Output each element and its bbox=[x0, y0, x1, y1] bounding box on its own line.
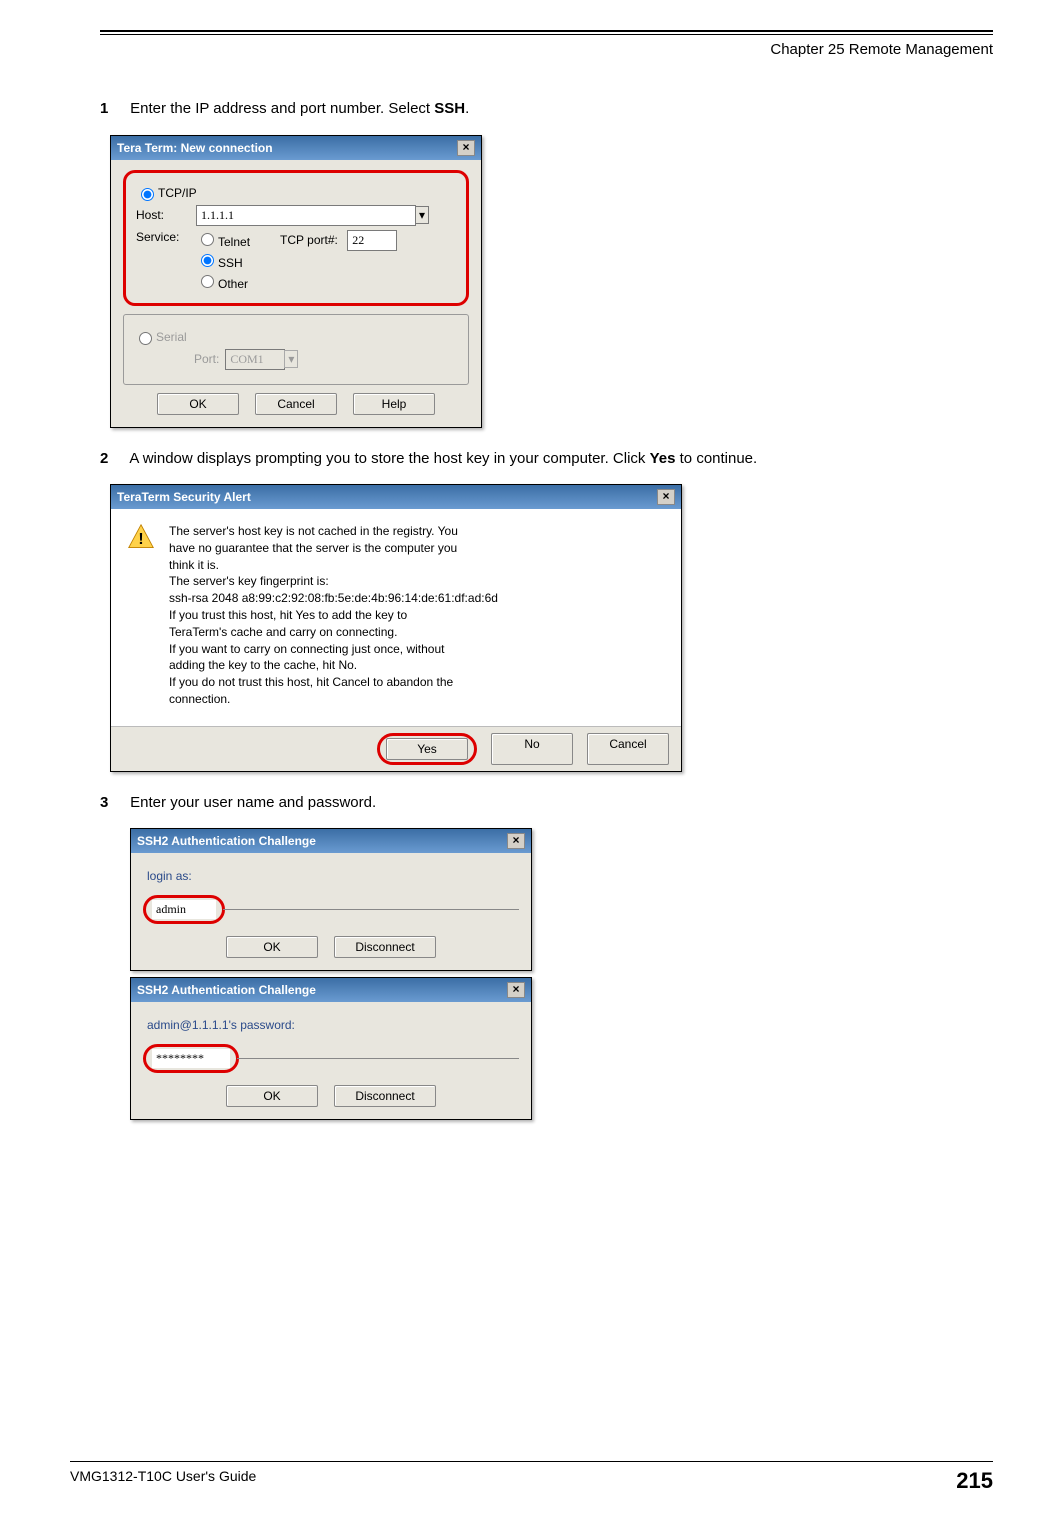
alert-l1: The server's host key is not cached in t… bbox=[169, 523, 498, 540]
yes-button[interactable]: Yes bbox=[386, 738, 468, 760]
alert-l6: If you trust this host, hit Yes to add t… bbox=[169, 607, 498, 624]
close-icon[interactable]: × bbox=[507, 833, 525, 849]
telnet-label: Telnet bbox=[218, 235, 250, 249]
help-button[interactable]: Help bbox=[353, 393, 435, 415]
disconnect-button[interactable]: Disconnect bbox=[334, 1085, 436, 1107]
login-input[interactable] bbox=[152, 900, 216, 919]
titlebar-auth-password: SSH2 Authentication Challenge × bbox=[131, 978, 531, 1002]
step-3-text: Enter your user name and password. bbox=[130, 794, 376, 811]
step-2: 2 A window displays prompting you to sto… bbox=[100, 448, 993, 471]
titlebar-auth-login: SSH2 Authentication Challenge × bbox=[131, 829, 531, 853]
radio-other[interactable] bbox=[201, 275, 214, 288]
radio-serial[interactable] bbox=[139, 332, 152, 345]
step-3-number: 3 bbox=[100, 792, 126, 815]
highlight-login bbox=[143, 895, 225, 924]
alert-l8: If you want to carry on connecting just … bbox=[169, 641, 498, 658]
dialog-title: SSH2 Authentication Challenge bbox=[137, 834, 316, 848]
dialog-auth-login: SSH2 Authentication Challenge × login as… bbox=[130, 828, 532, 971]
alert-l7: TeraTerm's cache and carry on connecting… bbox=[169, 624, 498, 641]
disconnect-button[interactable]: Disconnect bbox=[334, 936, 436, 958]
radio-telnet[interactable] bbox=[201, 233, 214, 246]
step-1-text-post: . bbox=[465, 100, 469, 117]
cancel-button[interactable]: Cancel bbox=[587, 733, 669, 765]
dialog-security-alert: TeraTerm Security Alert × ! The server's… bbox=[110, 484, 682, 772]
serial-label: Serial bbox=[156, 330, 187, 344]
password-input[interactable] bbox=[152, 1049, 230, 1068]
tcp-port-label: TCP port#: bbox=[280, 233, 338, 247]
step-1: 1 Enter the IP address and port number. … bbox=[100, 98, 993, 121]
ok-button[interactable]: OK bbox=[157, 393, 239, 415]
footer-guide: VMG1312-T10C User's Guide bbox=[70, 1468, 256, 1494]
login-label: login as: bbox=[147, 869, 519, 883]
step-2-text-post: to continue. bbox=[675, 450, 757, 467]
alert-l3: think it is. bbox=[169, 557, 498, 574]
dropdown-icon[interactable]: ▾ bbox=[415, 206, 429, 224]
alert-l9: adding the key to the cache, hit No. bbox=[169, 657, 498, 674]
close-icon[interactable]: × bbox=[657, 489, 675, 505]
dialog-auth-password: SSH2 Authentication Challenge × admin@1.… bbox=[130, 977, 532, 1120]
step-2-number: 2 bbox=[100, 448, 126, 471]
radio-telnet-row: Telnet bbox=[196, 230, 250, 249]
step-1-number: 1 bbox=[100, 98, 126, 121]
password-label: admin@1.1.1.1's password: bbox=[147, 1018, 519, 1032]
dialog-new-connection: Tera Term: New connection × TCP/IP Host:… bbox=[110, 135, 482, 428]
radio-tcpip[interactable] bbox=[141, 188, 154, 201]
highlight-password bbox=[143, 1044, 239, 1073]
radio-other-row: Other bbox=[196, 272, 250, 291]
alert-text: The server's host key is not cached in t… bbox=[169, 523, 498, 708]
alert-l2: have no guarantee that the server is the… bbox=[169, 540, 498, 557]
alert-l11: connection. bbox=[169, 691, 498, 708]
step-1-bold: SSH bbox=[434, 100, 465, 117]
ok-button[interactable]: OK bbox=[226, 1085, 318, 1107]
dialog-title: Tera Term: New connection bbox=[117, 141, 273, 155]
cancel-button[interactable]: Cancel bbox=[255, 393, 337, 415]
step-1-text-pre: Enter the IP address and port number. Se… bbox=[130, 100, 434, 117]
alert-l10: If you do not trust this host, hit Cance… bbox=[169, 674, 498, 691]
other-label: Other bbox=[218, 277, 248, 291]
svg-text:!: ! bbox=[138, 531, 143, 548]
close-icon[interactable]: × bbox=[507, 982, 525, 998]
chapter-title: Chapter 25 Remote Management bbox=[100, 41, 993, 58]
dialog-title: SSH2 Authentication Challenge bbox=[137, 983, 316, 997]
alert-l5: ssh-rsa 2048 a8:99:c2:92:08:fb:5e:de:4b:… bbox=[169, 590, 498, 607]
close-icon[interactable]: × bbox=[457, 140, 475, 156]
titlebar-security-alert: TeraTerm Security Alert × bbox=[111, 485, 681, 509]
alert-l4: The server's key fingerprint is: bbox=[169, 573, 498, 590]
serial-group: Serial Port: ▾ bbox=[123, 314, 469, 385]
step-2-bold: Yes bbox=[650, 450, 676, 467]
host-input[interactable] bbox=[196, 205, 416, 226]
warning-icon: ! bbox=[127, 523, 155, 551]
radio-ssh-row: SSH bbox=[196, 251, 250, 270]
ok-button[interactable]: OK bbox=[226, 936, 318, 958]
service-label: Service: bbox=[136, 230, 196, 244]
step-2-text-pre: A window displays prompting you to store… bbox=[129, 450, 649, 467]
step-3: 3 Enter your user name and password. bbox=[100, 792, 993, 815]
port-dropdown-icon: ▾ bbox=[284, 350, 298, 368]
port-label: Port: bbox=[194, 352, 219, 366]
titlebar-new-connection: Tera Term: New connection × bbox=[111, 136, 481, 160]
highlight-tcpip: TCP/IP Host: ▾ Service: Telnet SSH Other… bbox=[123, 170, 469, 306]
no-button[interactable]: No bbox=[491, 733, 573, 765]
dialog-title: TeraTerm Security Alert bbox=[117, 490, 251, 504]
ssh-label: SSH bbox=[218, 256, 243, 270]
tcp-port-input[interactable] bbox=[347, 230, 397, 251]
highlight-yes: Yes bbox=[377, 733, 477, 765]
tcpip-label: TCP/IP bbox=[158, 186, 197, 200]
port-input bbox=[225, 349, 285, 370]
page-number: 215 bbox=[956, 1468, 993, 1494]
page-footer: VMG1312-T10C User's Guide 215 bbox=[70, 1461, 993, 1494]
radio-ssh[interactable] bbox=[201, 254, 214, 267]
host-label: Host: bbox=[136, 208, 196, 222]
